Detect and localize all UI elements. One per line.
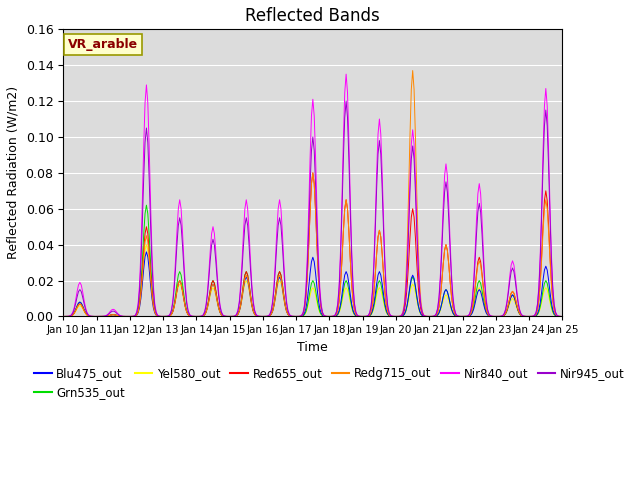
Red655_out bbox=[531, 313, 539, 319]
Nir840_out bbox=[557, 313, 565, 319]
Nir945_out bbox=[120, 313, 128, 319]
Grn535_out bbox=[94, 313, 102, 319]
Yel580_out bbox=[557, 313, 565, 319]
Red655_out bbox=[277, 272, 285, 278]
Blu475_out bbox=[557, 313, 565, 319]
Redg715_out bbox=[277, 276, 285, 281]
X-axis label: Time: Time bbox=[298, 341, 328, 354]
Nir840_out bbox=[277, 206, 285, 212]
Redg715_out bbox=[60, 313, 67, 319]
Nir840_out bbox=[342, 71, 350, 77]
Blu475_out bbox=[60, 313, 67, 319]
Nir840_out bbox=[531, 312, 539, 318]
Red655_out bbox=[208, 280, 216, 286]
Nir945_out bbox=[342, 98, 350, 104]
Red655_out bbox=[60, 313, 67, 319]
Redg715_out bbox=[120, 313, 128, 319]
Blu475_out bbox=[94, 313, 102, 319]
Blu475_out bbox=[143, 249, 150, 255]
Yel580_out bbox=[278, 288, 286, 293]
Blu475_out bbox=[280, 294, 287, 300]
Yel580_out bbox=[120, 313, 128, 319]
Line: Blu475_out: Blu475_out bbox=[63, 252, 561, 316]
Blu475_out bbox=[532, 312, 540, 318]
Redg715_out bbox=[225, 313, 232, 319]
Y-axis label: Reflected Radiation (W/m2): Reflected Radiation (W/m2) bbox=[7, 86, 20, 259]
Line: Grn535_out: Grn535_out bbox=[63, 205, 561, 316]
Grn535_out bbox=[532, 313, 540, 319]
Nir945_out bbox=[277, 222, 285, 228]
Nir945_out bbox=[60, 313, 67, 319]
Blu475_out bbox=[227, 313, 235, 319]
Red655_out bbox=[557, 313, 565, 319]
Text: VR_arable: VR_arable bbox=[68, 38, 138, 51]
Redg715_out bbox=[557, 313, 565, 319]
Blu475_out bbox=[211, 284, 218, 289]
Red655_out bbox=[120, 313, 128, 319]
Blu475_out bbox=[122, 313, 129, 319]
Grn535_out bbox=[227, 313, 235, 319]
Legend: Blu475_out, Grn535_out, Yel580_out, Red655_out, Redg715_out, Nir840_out, Nir945_: Blu475_out, Grn535_out, Yel580_out, Red6… bbox=[29, 362, 630, 404]
Nir840_out bbox=[233, 311, 241, 317]
Line: Nir840_out: Nir840_out bbox=[63, 74, 561, 316]
Red655_out bbox=[225, 313, 232, 319]
Grn535_out bbox=[60, 313, 67, 319]
Nir840_out bbox=[208, 231, 216, 237]
Title: Reflected Bands: Reflected Bands bbox=[246, 7, 380, 25]
Grn535_out bbox=[122, 313, 129, 319]
Line: Redg715_out: Redg715_out bbox=[63, 71, 561, 316]
Red655_out bbox=[233, 312, 241, 318]
Redg715_out bbox=[409, 68, 417, 73]
Grn535_out bbox=[143, 202, 150, 208]
Grn535_out bbox=[280, 292, 287, 298]
Yel580_out bbox=[143, 242, 150, 248]
Blu475_out bbox=[236, 308, 243, 314]
Grn535_out bbox=[557, 313, 565, 319]
Line: Yel580_out: Yel580_out bbox=[63, 245, 561, 316]
Redg715_out bbox=[531, 313, 539, 319]
Nir945_out bbox=[557, 313, 565, 319]
Yel580_out bbox=[531, 313, 539, 319]
Nir840_out bbox=[60, 313, 67, 319]
Yel580_out bbox=[234, 312, 242, 317]
Nir840_out bbox=[225, 313, 232, 319]
Nir945_out bbox=[225, 313, 232, 319]
Yel580_out bbox=[60, 313, 67, 319]
Grn535_out bbox=[236, 308, 243, 313]
Red655_out bbox=[309, 170, 317, 176]
Nir840_out bbox=[120, 313, 128, 319]
Nir945_out bbox=[531, 312, 539, 318]
Redg715_out bbox=[208, 284, 216, 289]
Nir945_out bbox=[233, 312, 241, 317]
Redg715_out bbox=[233, 313, 241, 319]
Yel580_out bbox=[209, 285, 217, 290]
Line: Red655_out: Red655_out bbox=[63, 173, 561, 316]
Nir945_out bbox=[208, 242, 216, 248]
Yel580_out bbox=[226, 313, 234, 319]
Line: Nir945_out: Nir945_out bbox=[63, 101, 561, 316]
Grn535_out bbox=[211, 280, 218, 286]
